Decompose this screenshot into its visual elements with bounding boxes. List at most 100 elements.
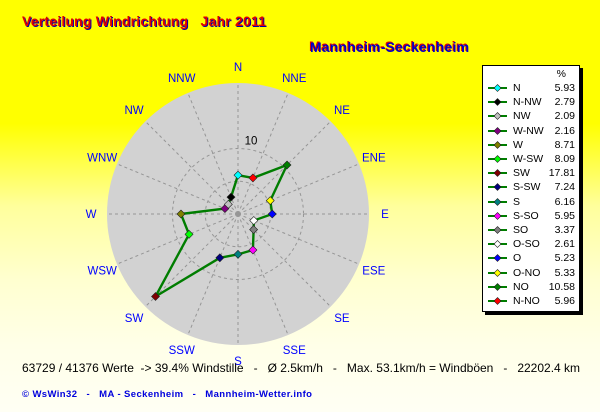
grid-spoke-SSW (187, 213, 239, 336)
direction-marker-SO (249, 225, 259, 235)
legend-row-N: N 5.93 (483, 81, 579, 95)
direction-marker-O-SO (249, 216, 259, 225)
grid-spoke-NE (237, 121, 331, 215)
legend-label: NW (513, 110, 531, 123)
legend-label: N-NO (513, 294, 540, 307)
legend-marker-icon-NO (488, 282, 507, 291)
legend-value: 2.09 (554, 110, 575, 123)
legend-marker-icon-O-NO (488, 268, 507, 277)
direction-label-E: E (381, 209, 389, 221)
grid-spoke-NNE (237, 92, 289, 215)
direction-label-NE: NE (334, 105, 350, 117)
legend-marker-icon-S-SO (488, 211, 507, 220)
direction-label-NNE: NNE (282, 73, 307, 85)
grid-spoke-SE (237, 213, 331, 307)
direction-marker-O (267, 209, 277, 219)
legend-label: O-SO (513, 238, 540, 251)
legend-row-W-SW: W-SW 8.09 (483, 152, 579, 166)
legend-row-O-SO: O-SO 2.61 (483, 237, 579, 251)
direction-marker-S-SO (248, 245, 258, 255)
direction-label-ENE: ENE (362, 153, 386, 165)
copyright-line: © WsWin32 - MA - Seckenheim - Mannheim-W… (22, 389, 313, 400)
legend-row-N-NO: N-NO 5.96 (483, 294, 579, 308)
legend-row-NO: NO 10.58 (483, 280, 579, 294)
legend-marker-icon-N-NW (488, 98, 507, 107)
legend-label: W (513, 138, 523, 151)
legend-marker-icon-W-NW (488, 126, 507, 135)
legend-value: 2.61 (554, 238, 575, 251)
legend-value: 5.23 (554, 252, 575, 265)
station-title: Mannheim-Seckenheim (310, 39, 470, 55)
legend-value: 8.09 (554, 153, 575, 166)
radial-scale-label: 10 (245, 136, 258, 148)
legend-marker-icon-S (488, 197, 507, 206)
grid-spoke-ENE (237, 163, 360, 215)
direction-marker-N-NO (248, 173, 258, 183)
direction-marker-NO (282, 160, 292, 170)
legend-row-W-NW: W-NW 2.16 (483, 124, 579, 138)
page-title: Verteilung Windrichtung Jahr 2011 (22, 13, 267, 29)
legend-label: N-NW (513, 96, 542, 109)
stats-line: 63729 / 41376 Werte -> 39.4% Windstille … (22, 361, 581, 375)
direction-label-NNW: NNW (168, 73, 196, 85)
grid-spoke-WSW (116, 213, 239, 265)
grid-circle-10 (172, 148, 304, 280)
direction-label-SSE: SSE (283, 345, 306, 357)
legend-row-O: O 5.23 (483, 251, 579, 265)
legend-marker-icon-N (488, 84, 507, 93)
legend-value: 10.58 (548, 280, 575, 293)
grid-spoke-SSE (237, 213, 289, 336)
legend-label: N (513, 82, 521, 95)
direction-marker-W (176, 209, 186, 219)
direction-label-SSW: SSW (169, 345, 195, 357)
legend-value: 5.93 (554, 82, 575, 95)
legend-row-N-NW: N-NW 2.79 (483, 95, 579, 109)
legend-marker-icon-O-SO (488, 240, 507, 249)
legend-label: W-SW (513, 153, 544, 166)
legend-value: 5.95 (554, 209, 575, 222)
legend-label: SO (513, 223, 529, 236)
legend-marker-icon-W-SW (488, 155, 507, 163)
legend-value: 2.16 (554, 124, 575, 137)
legend-row-W: W 8.71 (483, 138, 579, 152)
legend-label: S-SO (513, 209, 539, 222)
grid-spoke-ESE (237, 213, 360, 265)
legend-marker-icon-SW (488, 169, 507, 178)
direction-label-SW: SW (125, 313, 144, 325)
legend-row-S: S 6.16 (483, 195, 579, 209)
direction-marker-N (233, 170, 243, 180)
legend-label: O (513, 252, 522, 265)
legend-value: 5.33 (554, 266, 575, 279)
direction-label-N: N (234, 62, 242, 74)
legend-rows: N 5.93 N-NW 2.79 NW 2.09 W-NW 2.16 W 8.71 W-SW 8.09… (483, 81, 579, 308)
legend-row-SO: SO 3.37 (483, 223, 579, 237)
direction-marker-NW (223, 199, 233, 209)
legend-marker-icon-N-NO (488, 296, 507, 305)
direction-label-WSW: WSW (87, 265, 117, 277)
legend-label: NO (513, 280, 529, 293)
legend-label: O-NO (513, 266, 541, 279)
direction-label-W: W (86, 209, 97, 221)
legend-value: 8.71 (554, 138, 575, 151)
legend-label: S (513, 195, 521, 208)
grid-spoke-NNW (187, 92, 239, 215)
grid-spoke-SW (145, 213, 239, 307)
legend-marker-icon-SO (488, 226, 507, 234)
legend-marker-icon-NW (488, 112, 507, 121)
legend-label: W-NW (513, 124, 544, 137)
legend-row-SW: SW 17.81 (483, 166, 579, 180)
direction-marker-W-SW (184, 229, 194, 239)
legend: % N 5.93 N-NW 2.79 NW 2.09 W-NW 2.16 W 8.71 W-SW 8.… (482, 65, 580, 312)
legend-row-NW: NW 2.09 (483, 109, 579, 123)
direction-marker-N-NW (226, 192, 236, 202)
legend-value: 6.16 (554, 195, 575, 208)
legend-value: 7.24 (554, 181, 575, 194)
legend-marker-icon-W (488, 140, 507, 149)
direction-label-SE: SE (334, 313, 350, 325)
legend-marker-icon-S-SW (488, 183, 507, 192)
direction-marker-O-NO (265, 196, 275, 206)
legend-row-S-SO: S-SO 5.95 (483, 209, 579, 223)
legend-value: 5.96 (554, 294, 575, 307)
